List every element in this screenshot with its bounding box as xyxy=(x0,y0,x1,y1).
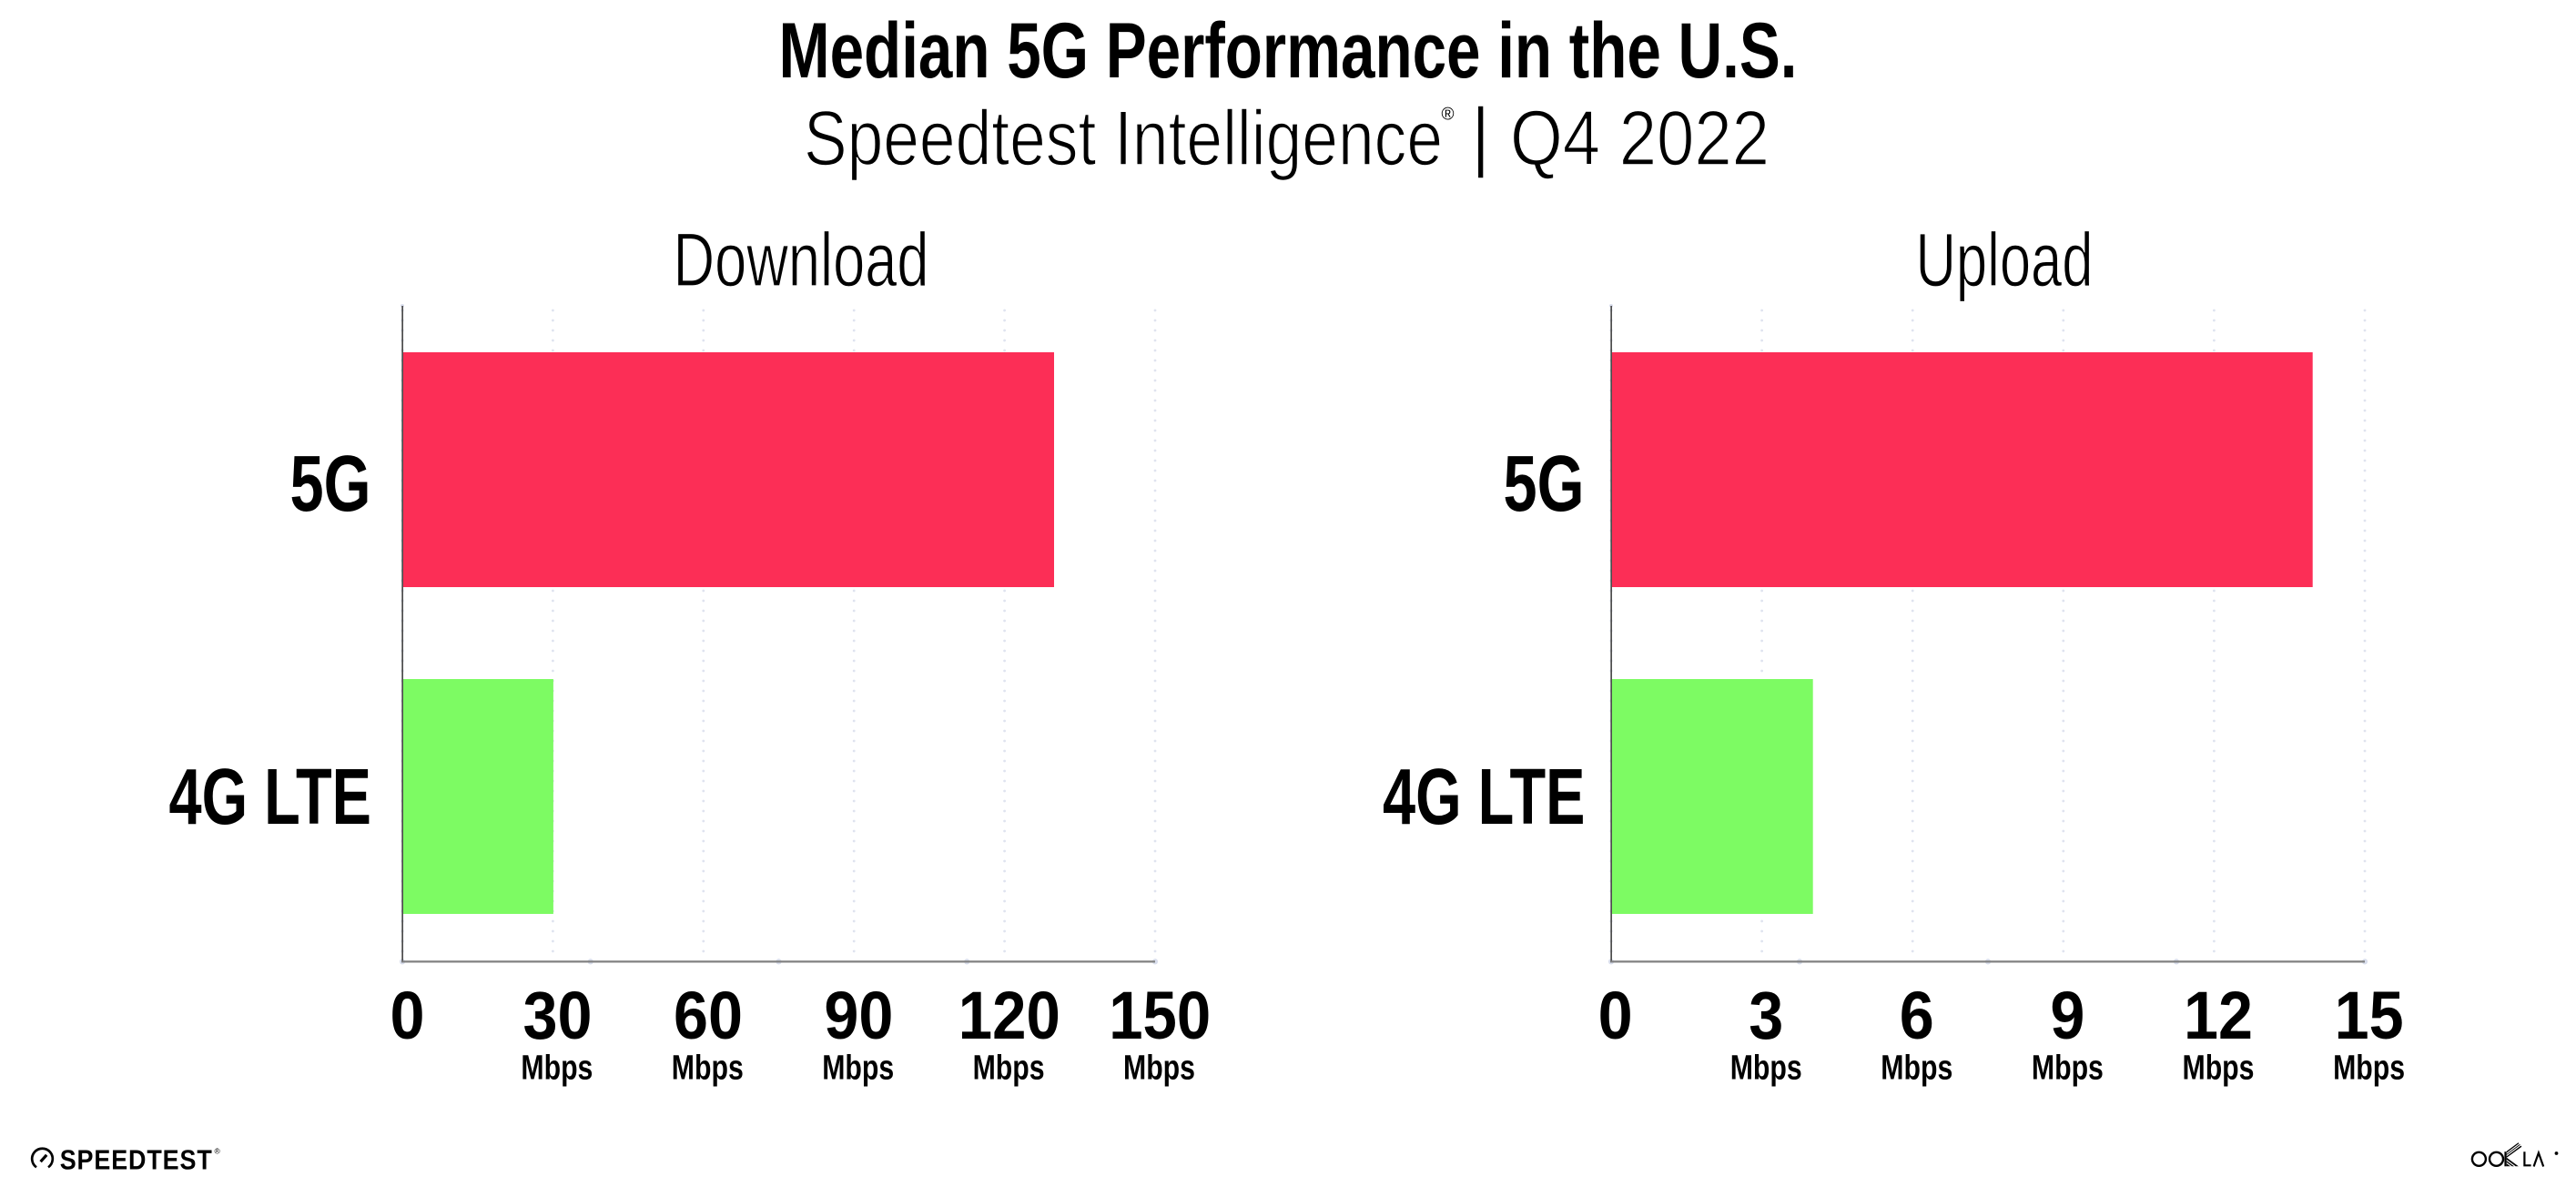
svg-text:9: 9 xyxy=(2050,978,2084,1053)
svg-text:Mbps: Mbps xyxy=(1730,1050,1802,1088)
svg-text:SPEEDTEST: SPEEDTEST xyxy=(60,1145,213,1176)
svg-text:150: 150 xyxy=(1109,978,1211,1053)
svg-text:Download: Download xyxy=(674,218,929,302)
svg-text:30: 30 xyxy=(523,978,593,1053)
svg-text:0: 0 xyxy=(1598,978,1633,1053)
svg-text:Mbps: Mbps xyxy=(1881,1050,1952,1088)
svg-text:Mbps: Mbps xyxy=(521,1050,593,1088)
svg-text:120: 120 xyxy=(958,978,1060,1053)
svg-text:Mbps: Mbps xyxy=(973,1050,1045,1088)
svg-text:Speedtest Intelligence: Speedtest Intelligence xyxy=(804,96,1443,182)
svg-text:Mbps: Mbps xyxy=(2183,1050,2255,1088)
svg-text:3: 3 xyxy=(1749,978,1783,1053)
svg-text:®: ® xyxy=(1442,106,1455,125)
svg-text:4G LTE: 4G LTE xyxy=(169,753,372,841)
svg-text:0: 0 xyxy=(390,978,425,1053)
svg-text:Mbps: Mbps xyxy=(1123,1050,1195,1088)
svg-text:Mbps: Mbps xyxy=(2032,1050,2104,1088)
svg-text:|: | xyxy=(1471,93,1491,179)
svg-text:®: ® xyxy=(215,1147,221,1156)
svg-text:60: 60 xyxy=(674,978,743,1053)
svg-text:Mbps: Mbps xyxy=(2333,1050,2405,1088)
svg-text:Q4 2022: Q4 2022 xyxy=(1510,96,1770,182)
svg-text:6: 6 xyxy=(1900,978,1934,1053)
svg-text:5G: 5G xyxy=(290,440,371,528)
svg-text:Mbps: Mbps xyxy=(672,1050,744,1088)
svg-text:Upload: Upload xyxy=(1916,218,2094,302)
svg-text:5G: 5G xyxy=(1504,440,1585,528)
svg-text:Mbps: Mbps xyxy=(822,1050,894,1088)
svg-text:4G LTE: 4G LTE xyxy=(1383,753,1586,841)
svg-text:15: 15 xyxy=(2335,978,2404,1053)
svg-text:90: 90 xyxy=(824,978,893,1053)
svg-text:12: 12 xyxy=(2184,978,2253,1053)
svg-text:Median 5G Performance in the U: Median 5G Performance in the U.S. xyxy=(779,7,1798,95)
